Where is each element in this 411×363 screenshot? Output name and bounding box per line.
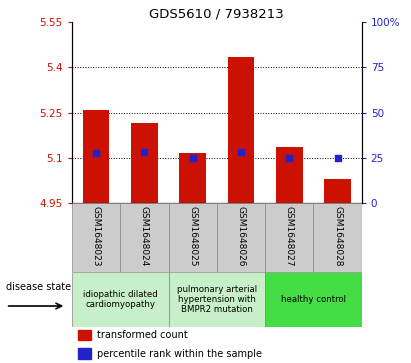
FancyBboxPatch shape [72, 272, 169, 327]
Text: pulmonary arterial
hypertension with
BMPR2 mutation: pulmonary arterial hypertension with BMP… [177, 285, 257, 314]
FancyBboxPatch shape [169, 203, 217, 272]
Bar [324, 179, 351, 203]
FancyBboxPatch shape [72, 203, 120, 272]
FancyBboxPatch shape [314, 203, 362, 272]
Point [334, 155, 341, 161]
Bar [78, 330, 91, 340]
Text: GSM1648025: GSM1648025 [188, 206, 197, 267]
Point [93, 151, 99, 156]
Text: GSM1648026: GSM1648026 [236, 206, 245, 267]
Text: healthy control: healthy control [281, 295, 346, 304]
Point [286, 155, 293, 161]
Point [141, 149, 148, 155]
Bar [78, 348, 91, 359]
Text: percentile rank within the sample: percentile rank within the sample [97, 348, 261, 359]
FancyBboxPatch shape [217, 203, 265, 272]
FancyBboxPatch shape [169, 272, 265, 327]
FancyBboxPatch shape [120, 203, 169, 272]
Text: idiopathic dilated
cardiomyopathy: idiopathic dilated cardiomyopathy [83, 290, 157, 309]
Text: GSM1648024: GSM1648024 [140, 206, 149, 266]
Bar [83, 110, 109, 203]
Text: GSM1648027: GSM1648027 [285, 206, 294, 267]
Title: GDS5610 / 7938213: GDS5610 / 7938213 [150, 8, 284, 21]
Bar [228, 57, 254, 203]
Bar [179, 153, 206, 203]
Point [189, 155, 196, 161]
FancyBboxPatch shape [265, 203, 314, 272]
FancyBboxPatch shape [265, 272, 362, 327]
Text: transformed count: transformed count [97, 330, 187, 340]
Text: disease state: disease state [6, 282, 71, 293]
Text: GSM1648023: GSM1648023 [92, 206, 101, 267]
Bar [131, 123, 158, 203]
Text: GSM1648028: GSM1648028 [333, 206, 342, 267]
Point [238, 149, 244, 155]
Bar [276, 147, 302, 203]
